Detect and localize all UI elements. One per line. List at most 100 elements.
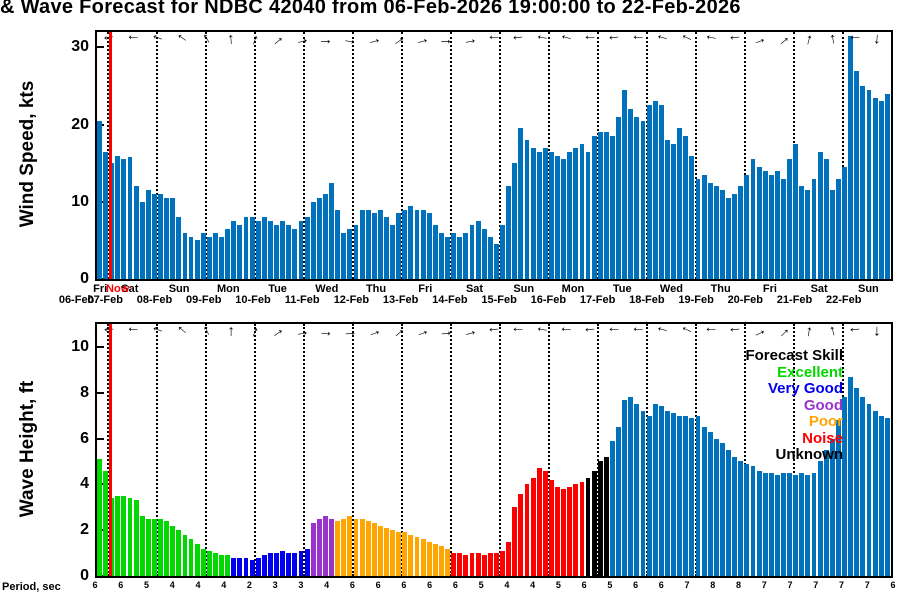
wind-direction-arrow-icon: → — [124, 30, 142, 49]
wind-bar — [420, 209, 426, 279]
wind-bar — [463, 232, 469, 279]
legend-item-ns: Noise — [802, 429, 843, 447]
wave-bar — [219, 555, 225, 576]
wind-bar — [597, 132, 603, 279]
wind-bar — [634, 116, 640, 279]
wind-bar — [310, 201, 316, 279]
y-tick-mark — [97, 46, 104, 49]
legend-item-vg: Very Good — [767, 380, 843, 397]
x-date-label: 17-Feb — [579, 294, 616, 306]
wind-direction-arrow-icon: → — [726, 30, 743, 49]
wave-direction-arrow-icon: → — [147, 320, 168, 343]
wind-bar — [426, 213, 432, 279]
period-value: 6 — [349, 580, 355, 590]
wind-bar — [353, 224, 359, 279]
y-tick-label: 10 — [71, 337, 89, 355]
wind-direction-arrow-icon: → — [821, 30, 841, 49]
wave-bar — [402, 532, 408, 576]
wave-bar — [396, 532, 402, 576]
wind-bar — [762, 170, 768, 279]
wave-bar — [518, 493, 524, 576]
day-gridline — [205, 324, 208, 576]
wind-bar — [390, 224, 396, 279]
y-tick-mark — [97, 391, 104, 394]
wave-bar — [145, 518, 151, 576]
wind-bar — [610, 136, 615, 279]
wave-bar — [359, 518, 365, 576]
wave-bar — [536, 468, 542, 576]
wave-bar — [365, 521, 371, 576]
wind-bar — [164, 197, 170, 279]
legend-item-uk: Unknown — [775, 446, 844, 463]
wind-bar — [823, 159, 829, 279]
wave-bar — [426, 541, 432, 576]
y-tick-mark — [97, 575, 104, 577]
wind-bar — [292, 228, 298, 279]
x-date-label: 18-Feb — [629, 294, 665, 306]
now-line — [109, 32, 113, 279]
wind-bar — [866, 89, 872, 279]
wind-bar — [732, 194, 738, 279]
wind-bar — [402, 209, 408, 279]
wave-bar — [585, 477, 591, 576]
day-gridline — [695, 32, 698, 279]
wind-bar — [768, 174, 774, 279]
wave-direction-arrow-icon: → — [317, 322, 334, 341]
period-value: 3 — [298, 580, 304, 590]
wind-bar — [194, 240, 200, 279]
wave-bar — [750, 466, 756, 576]
y-tick-label: 4 — [80, 475, 89, 493]
x-day-label: Sat — [810, 283, 828, 295]
wave-bar — [701, 427, 707, 576]
wave-direction-arrow-icon: → — [557, 322, 575, 341]
wind-direction-arrow-icon: → — [771, 28, 794, 51]
wind-bar — [445, 236, 450, 279]
wave-direction-arrow-icon: → — [485, 322, 503, 341]
wind-bar — [860, 86, 866, 279]
wind-bar — [744, 174, 750, 279]
wave-bar — [432, 543, 438, 576]
wind-bar — [536, 151, 542, 279]
wind-bar — [829, 190, 835, 279]
legend-item-pr: Poor — [808, 413, 843, 430]
wave-bar — [420, 539, 426, 576]
wave-bar — [512, 507, 518, 576]
x-date-label: 11-Feb — [284, 294, 320, 306]
wave-bar — [286, 553, 292, 576]
wave-bar — [848, 376, 854, 576]
y-tick-label: 0 — [80, 270, 89, 287]
wind-bar — [371, 213, 377, 279]
wind-bar — [542, 147, 548, 279]
wave-bar — [811, 472, 817, 576]
wind-bar — [145, 190, 151, 279]
x-day-label: Sat — [121, 283, 139, 295]
wave-bar — [316, 518, 322, 576]
wave-bar — [127, 498, 133, 576]
wind-direction-arrow-icon: → — [847, 31, 863, 48]
wave-bar — [206, 550, 212, 576]
wind-bar — [683, 136, 689, 279]
period-value: 5 — [607, 580, 613, 590]
period-value: 7 — [684, 580, 690, 590]
wind-bar — [469, 224, 475, 279]
now-line — [109, 324, 113, 576]
wave-bar — [151, 518, 157, 576]
wave-bar — [451, 553, 457, 576]
legend-items: Excellent Very Good Good Poor Noise Unknown — [745, 364, 844, 464]
wave-bar — [829, 438, 835, 576]
wave-bar — [573, 484, 579, 576]
wind-bar — [738, 186, 744, 279]
wind-bar — [817, 151, 823, 279]
wind-direction-arrow-icon: → — [533, 29, 551, 50]
wave-bar — [622, 399, 628, 576]
wave-bar — [115, 495, 121, 576]
wave-bar — [176, 530, 182, 576]
wave-bar — [597, 461, 603, 576]
wave-bar — [805, 475, 811, 576]
wave-bar — [255, 557, 261, 576]
wave-direction-arrow-icon: → — [703, 323, 719, 340]
wave-bar — [787, 472, 793, 576]
x-date-label: 21-Feb — [776, 294, 813, 306]
wind-bar — [280, 221, 286, 279]
